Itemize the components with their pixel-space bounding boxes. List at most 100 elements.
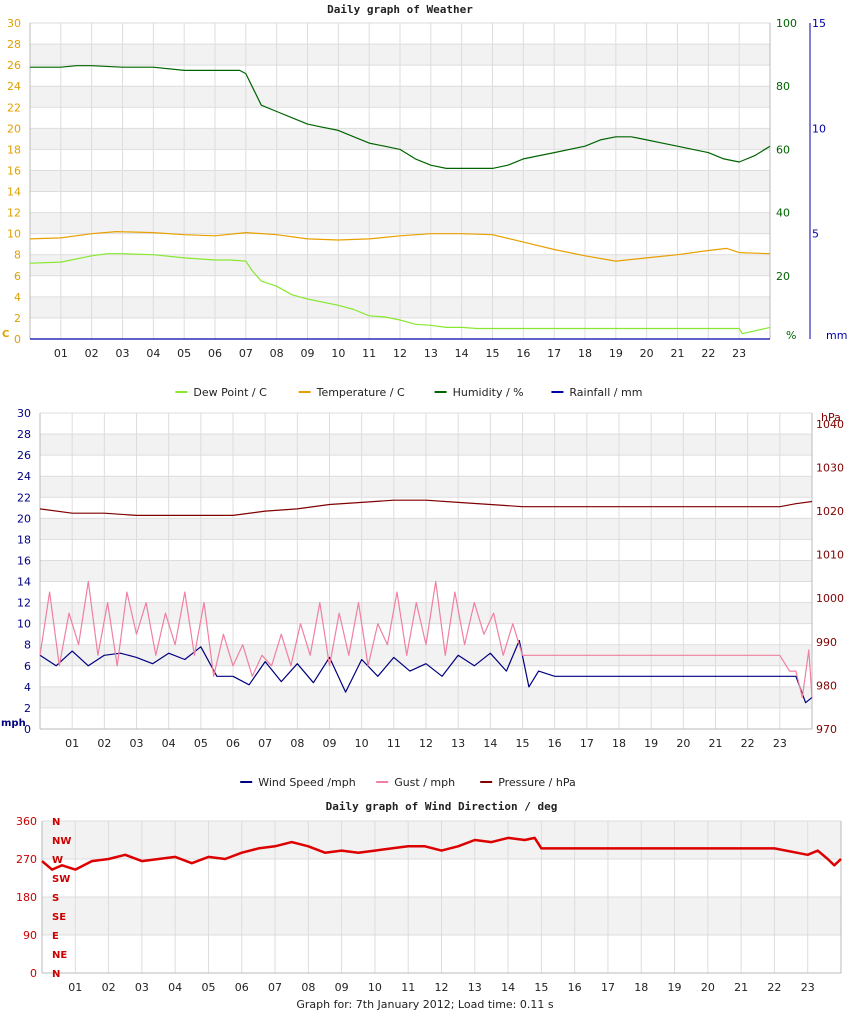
y-tick-label-left: 6 (24, 660, 31, 673)
x-tick-label: 13 (468, 981, 482, 994)
y-tick-label-left: 26 (7, 59, 21, 72)
series-line-wind-speed-mph (39, 639, 813, 704)
x-tick-label: 09 (323, 737, 337, 750)
y-tick-label-right: 980 (816, 679, 837, 692)
y-tick-label-left: 8 (24, 639, 31, 652)
x-tick-label: 19 (644, 737, 658, 750)
x-tick-label: 22 (701, 347, 715, 360)
legend-2: Wind Speed /mph Gust / mph Pressure / hPa (240, 776, 576, 789)
y-tick-label-right: 1000 (816, 592, 844, 605)
y-tick-label-left: 360 (16, 815, 37, 828)
y-tick-label-left: 26 (17, 449, 31, 462)
x-tick-label: 02 (102, 981, 116, 994)
legend-label: Temperature / C (316, 386, 405, 399)
y-tick-label-left: 12 (17, 597, 31, 610)
x-tick-label: 03 (116, 347, 130, 360)
x-tick-label: 11 (387, 737, 401, 750)
y-tick-label-left: 20 (17, 512, 31, 525)
compass-label: SE (52, 912, 66, 923)
x-tick-label: 13 (451, 737, 465, 750)
x-tick-label: 11 (362, 347, 376, 360)
y-axis-unit-right: % (786, 329, 796, 342)
x-tick-label: 09 (301, 347, 315, 360)
series-line-dew-point-c (29, 253, 771, 335)
y-tick-label-left: 30 (17, 407, 31, 420)
y-tick-label-left: 20 (7, 122, 21, 135)
y-tick-label-left: 10 (7, 228, 21, 241)
legend-label: Humidity / % (453, 386, 524, 399)
y-tick-label-right: 100 (776, 17, 797, 30)
x-tick-label: 04 (162, 737, 176, 750)
y-tick-label-left: 4 (24, 681, 31, 694)
y-tick-label-right: 40 (776, 207, 790, 220)
plot-area-2 (39, 412, 813, 730)
y-tick-label-left: 2 (24, 702, 31, 715)
y-tick-label-left: 28 (7, 38, 21, 51)
series-line-gust-mph (39, 580, 813, 699)
y-tick-label-right: 15 (812, 17, 826, 30)
x-tick-label: 23 (732, 347, 746, 360)
x-tick-label: 08 (301, 981, 315, 994)
y-tick-label-left: 28 (17, 428, 31, 441)
x-tick-label: 15 (516, 737, 530, 750)
y-tick-label-right: 1010 (816, 549, 844, 562)
compass-label: W (52, 855, 63, 866)
x-tick-label: 14 (501, 981, 515, 994)
chart-title: Daily graph of Weather (327, 3, 473, 16)
x-tick-label: 22 (741, 737, 755, 750)
x-tick-label: 06 (226, 737, 240, 750)
y-tick-label-left: 24 (7, 80, 21, 93)
y-tick-label-left: 2 (14, 312, 21, 325)
x-tick-label: 04 (146, 347, 160, 360)
y-tick-label-left: 90 (23, 929, 37, 942)
x-tick-label: 12 (419, 737, 433, 750)
weather-charts: 024681012141618202224262830C204060801005… (1, 3, 847, 994)
x-tick-label: 20 (676, 737, 690, 750)
x-tick-label: 12 (393, 347, 407, 360)
x-tick-label: 15 (534, 981, 548, 994)
y-tick-label-left: 270 (16, 853, 37, 866)
footer-text: Graph for: 7th January 2012; Load time: … (296, 998, 554, 1011)
compass-label: NW (52, 836, 71, 847)
y-axis-unit-left: C (2, 329, 9, 340)
series-line-pressure-hpa (39, 499, 813, 517)
x-tick-label: 01 (65, 737, 79, 750)
y-tick-label-left: 6 (14, 270, 21, 283)
y-tick-label-right: 10 (812, 122, 826, 135)
x-tick-label: 21 (734, 981, 748, 994)
x-tick-label: 16 (548, 737, 562, 750)
y-tick-label-left: 16 (7, 164, 21, 177)
x-tick-label: 21 (709, 737, 723, 750)
compass-label: N (52, 817, 60, 828)
y-tick-label-left: 24 (17, 470, 31, 483)
x-tick-label: 09 (335, 981, 349, 994)
series-line-humidity (30, 65, 771, 169)
y-tick-label-left: 16 (17, 554, 31, 567)
y-tick-label-left: 0 (14, 333, 21, 346)
y-axis-unit-right: mm (826, 329, 847, 342)
compass-label: SW (52, 874, 70, 885)
x-tick-label: 17 (601, 981, 615, 994)
y-tick-label-left: 10 (17, 618, 31, 631)
x-tick-label: 10 (331, 347, 345, 360)
y-tick-label-left: 30 (7, 17, 21, 30)
compass-label: NE (52, 950, 67, 961)
x-tick-label: 08 (270, 347, 284, 360)
x-tick-label: 20 (640, 347, 654, 360)
compass-label: E (52, 931, 59, 942)
x-tick-label: 06 (235, 981, 249, 994)
plot-area-3 (41, 820, 842, 974)
y-tick-label-right: 990 (816, 636, 837, 649)
x-tick-label: 22 (767, 981, 781, 994)
y-tick-label-right: 1020 (816, 505, 844, 518)
x-tick-label: 02 (97, 737, 111, 750)
x-tick-label: 23 (801, 981, 815, 994)
x-tick-label: 02 (85, 347, 99, 360)
x-tick-label: 03 (130, 737, 144, 750)
y-tick-label-left: 0 (30, 967, 37, 980)
y-tick-label-left: 4 (14, 291, 21, 304)
y-tick-label-right: 80 (776, 80, 790, 93)
x-tick-label: 07 (258, 737, 272, 750)
legend-label: Wind Speed /mph (258, 776, 356, 789)
x-tick-label: 14 (483, 737, 497, 750)
